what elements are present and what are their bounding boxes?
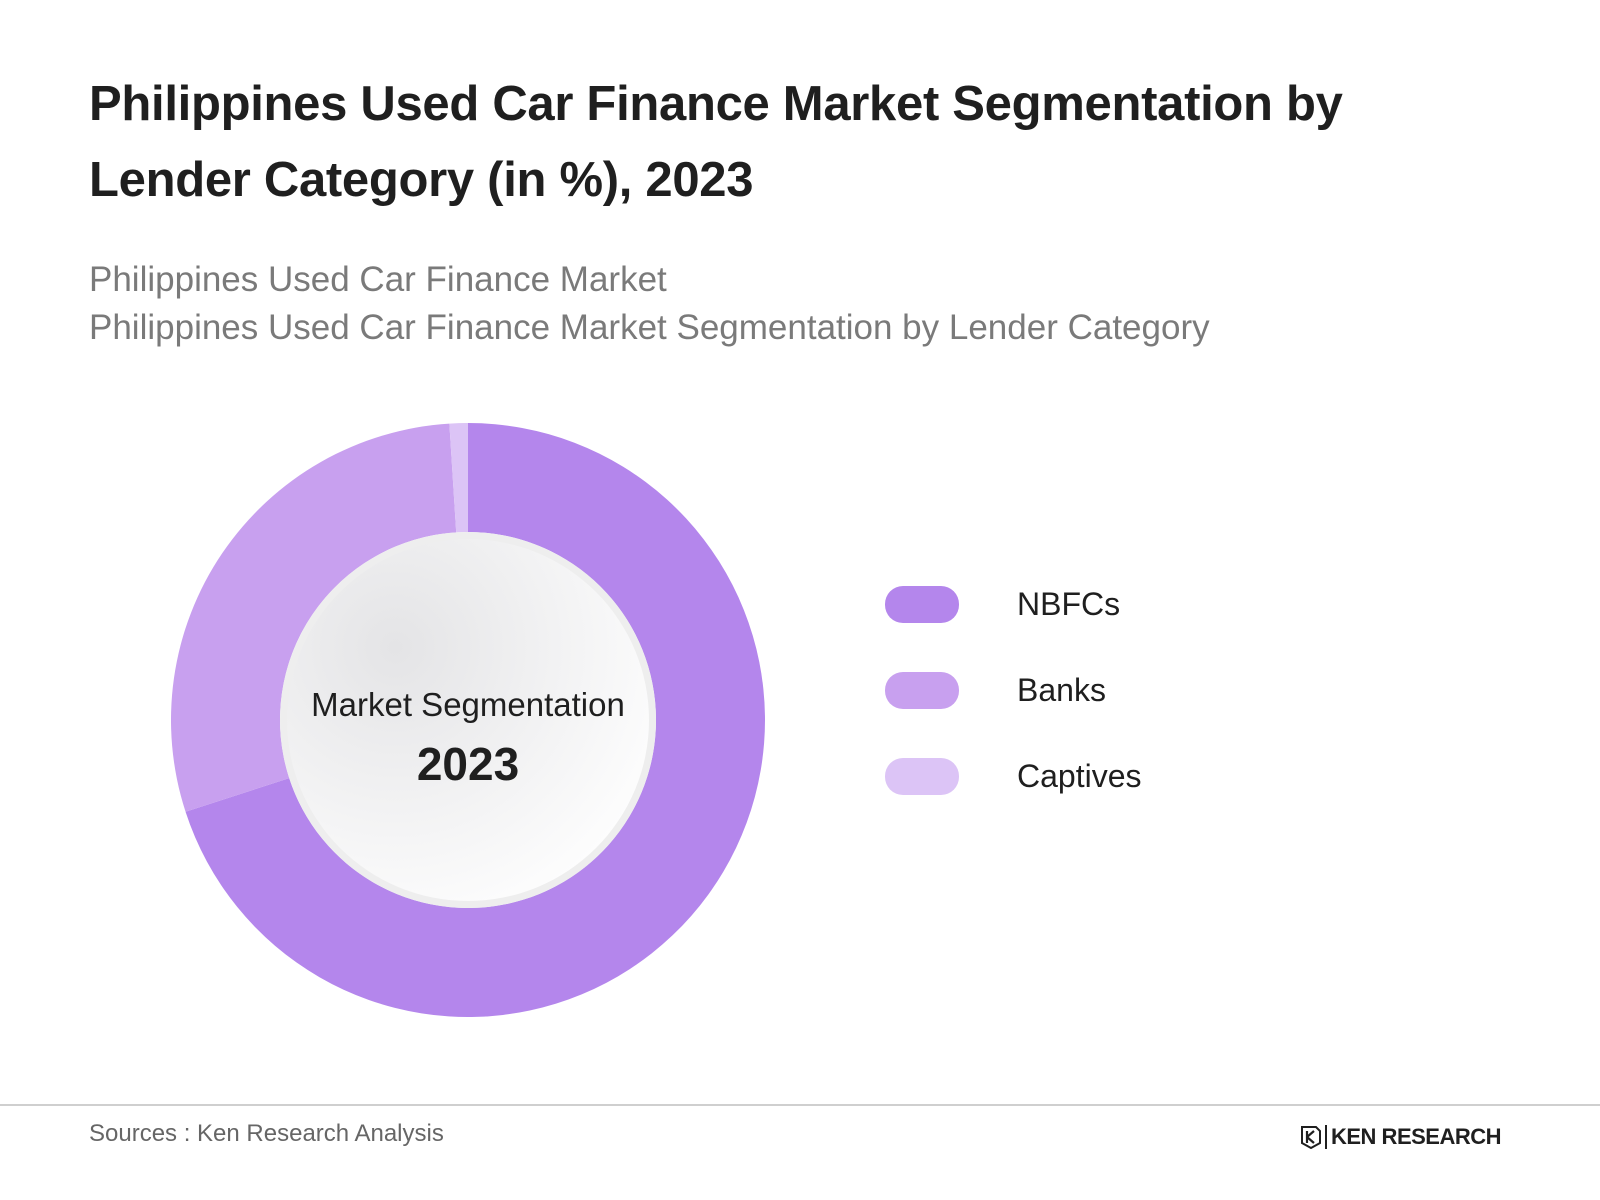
legend-item-nbfcs: NBFCs — [885, 584, 1120, 624]
brand-separator — [1325, 1125, 1327, 1149]
slice-banks — [170, 423, 457, 812]
chart-subtitle-market: Philippines Used Car Finance Market — [89, 260, 667, 299]
chart-subtitle-segmentation: Philippines Used Car Finance Market Segm… — [89, 308, 1210, 347]
legend-label-banks: Banks — [1017, 671, 1106, 708]
brand-name: KEN RESEARCH — [1331, 1124, 1502, 1149]
sources-note: Sources : Ken Research Analysis — [89, 1120, 444, 1147]
center-label: Market Segmentation — [311, 686, 625, 723]
brand-logo: KEN RESEARCH — [1300, 1124, 1502, 1150]
donut-center-disc — [287, 539, 649, 901]
ken-research-logo-icon — [1301, 1126, 1321, 1149]
legend-label-nbfcs: NBFCs — [1017, 585, 1121, 622]
slice-captives — [449, 423, 468, 533]
legend-item-banks: Banks — [885, 670, 1106, 710]
legend-label-captives: Captives — [1017, 757, 1142, 794]
center-year: 2023 — [416, 738, 520, 790]
chart-title: Philippines Used Car Finance Market Segm… — [89, 77, 1343, 207]
footer-divider — [0, 1104, 1600, 1106]
legend-swatch-banks — [885, 671, 959, 709]
legend-swatch-captives — [885, 757, 959, 795]
slice-nbfcs — [185, 423, 766, 1017]
donut-chart — [170, 423, 766, 1017]
legend-swatch-nbfcs — [885, 585, 959, 623]
donut-slices — [170, 423, 766, 1017]
legend-item-captives: Captives — [885, 756, 1142, 796]
